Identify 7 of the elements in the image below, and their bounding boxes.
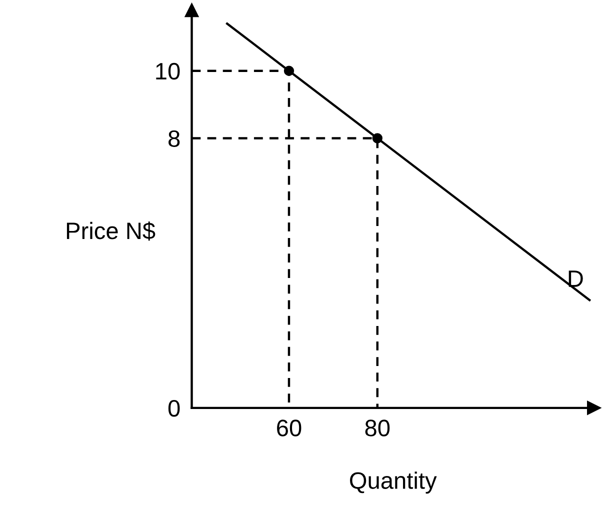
x-tick-label: 80 [365,420,390,436]
y-tick-label: 0 [168,400,180,417]
x-axis-title: Quantity [350,472,437,494]
y-axis-title: Price N$ [66,222,156,241]
y-tick-label: 10 [156,62,180,80]
x-tick-label: 60 [277,420,302,436]
y-tick-label: 8 [168,130,180,148]
